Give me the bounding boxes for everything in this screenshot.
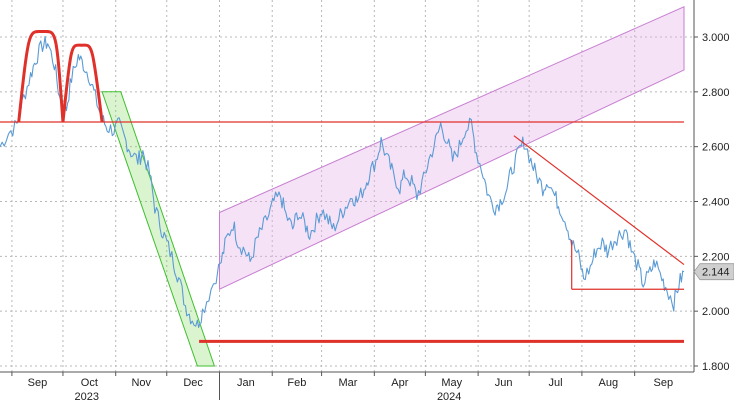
last-value-tag: 2.144 [693,263,734,281]
x-tick-label: Feb [287,377,306,389]
y-tick-label: 2.400 [702,197,730,209]
x-tick-label: Apr [391,377,408,389]
x-tick-label: Nov [131,377,151,389]
x-tick-label: Mar [338,377,357,389]
pattern-annotations-front [0,29,685,343]
pattern-bump [61,43,104,123]
x-tick-label: May [441,377,462,389]
last-value-label: 2.144 [702,267,730,279]
x-tick-label: Dec [183,377,203,389]
y-tick-label: 3.000 [702,32,730,44]
y-tick-label: 2.800 [702,87,730,99]
y-tick-label: 2.200 [702,251,730,263]
price-series [0,35,685,328]
y-tick-label: 2.600 [702,142,730,154]
x-tick-label: Jan [237,377,255,389]
price-line [0,35,685,328]
x-tick-label: Jul [549,377,563,389]
gridlines [0,0,694,372]
pattern-bump [17,29,65,123]
x-tick-label: Sep [28,377,48,389]
year-label: 2023 [75,391,99,403]
triangle-upper-line [513,135,685,266]
downtrend-channel [101,91,216,367]
last-value-badge [693,263,734,281]
year-label: 2024 [437,391,461,403]
x-tick-label: Sep [654,377,674,389]
x-tick-label: Jun [495,377,513,389]
y-tick-label: 2.000 [702,306,730,318]
y-tick-label: 1.800 [702,361,730,373]
x-tick-label: Oct [81,377,98,389]
x-tick-label: Aug [598,377,618,389]
pattern-annotations-back [101,6,685,367]
